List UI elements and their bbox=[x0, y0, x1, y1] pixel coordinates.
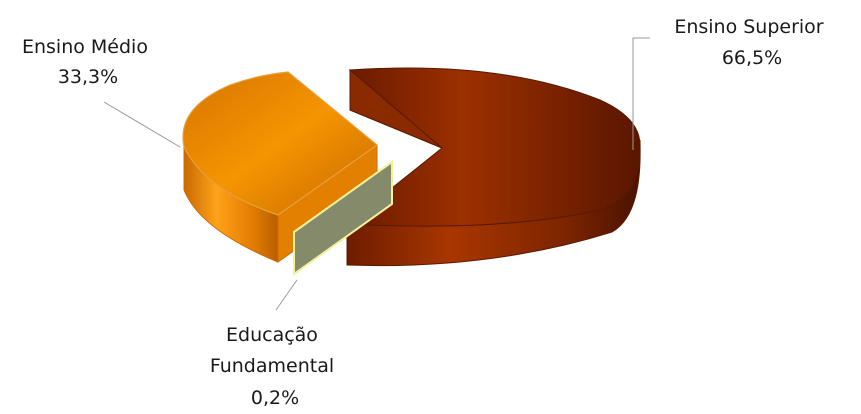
label-ensino-medio: Ensino Médio 33,3% bbox=[22, 36, 154, 88]
slice-ensino-medio-top bbox=[182, 71, 378, 216]
slice-ensino-superior bbox=[345, 67, 641, 267]
slice-ensino-superior-top bbox=[345, 67, 641, 227]
slice-educacao-fundamental bbox=[293, 160, 393, 276]
leader-line-educacao-fundamental bbox=[275, 279, 298, 311]
leader-line-ensino-superior bbox=[632, 37, 650, 150]
slice-ensino-medio bbox=[182, 71, 378, 263]
label-educacao-fundamental: Educação Fundamental 0,2% bbox=[210, 324, 340, 409]
slice-ensino-superior-wall bbox=[349, 68, 443, 149]
slice-educacao-fundamental-face bbox=[293, 160, 393, 276]
label-ensino-superior: Ensino Superior 66,5% bbox=[674, 16, 829, 69]
leader-line-ensino-medio bbox=[103, 101, 181, 148]
